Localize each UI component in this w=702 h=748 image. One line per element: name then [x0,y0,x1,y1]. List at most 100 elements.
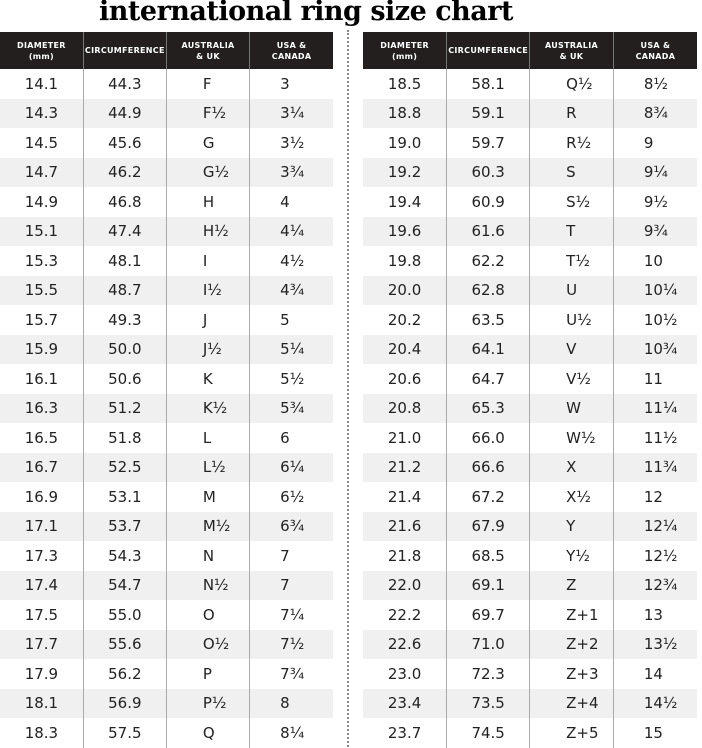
table-row: 15.1 47.4 H½ 4¼ [0,216,333,246]
table-row: 18.3 57.5 Q 8¼ [0,718,333,748]
table-cell: 10 [612,246,697,276]
table-cell: O½ [165,629,250,659]
table-cell: 21.0 [387,428,422,447]
table-cell: 22.6 [363,629,447,659]
table-cell: 10¾ [612,334,697,364]
table-cell: 45.6 [82,128,167,158]
table-cell: 64.7 [446,364,530,394]
table-cell: 19.0 [387,133,422,152]
table-cell: 12¼ [612,511,697,541]
table-cell: Z+1 [529,600,614,630]
table-cell: 62.8 [446,275,530,305]
table-cell: 73.5 [446,688,530,718]
table-cell: 9¼ [612,157,697,187]
table-cell: 14 [612,659,697,689]
table-row: 15.7 49.3 J 5 [0,305,333,335]
table-row: 14.9 46.8 H 4 [0,187,333,217]
table-cell: Z+5 [529,718,614,748]
table-cell: 69.1 [446,570,530,600]
table-row: 23.0 72.3 Z+3 14 [363,659,697,689]
header-row: DIAMETER (mm) CIRCUMFERENCE AUSTRALIA & UK US… [363,32,697,69]
ring-size-table-left: DIAMETER (mm) CIRCUMFERENCE AUSTRALIA & UK US… [0,32,333,748]
table-row: 19.4 60.9 S½ 9½ [363,187,697,217]
table-cell: Q [165,718,250,748]
table-cell: 23.7 [387,723,422,742]
table-cell: 56.2 [82,659,167,689]
table-cell: G½ [165,157,250,187]
table-cell: 14.5 [24,133,59,152]
table-cell: 57.5 [82,718,167,748]
table-cell: 12½ [612,541,697,571]
page-title: international ring size chart [99,0,513,27]
table-row: 16.1 50.6 K 5½ [0,364,333,394]
table-cell: 56.9 [82,688,167,718]
table-row: 14.5 45.6 G 3½ [0,128,333,158]
table-cell: 10½ [612,305,697,335]
column-header: AUSTRALIA & UK [529,32,614,69]
table-cell: 18.3 [24,723,59,742]
table-cell: 3 [249,69,333,99]
table-cell: S½ [529,187,614,217]
table-cell: 15 [612,718,697,748]
column-header: DIAMETER (mm) [0,32,84,69]
table-cell: F [165,69,250,99]
table-cell: L½ [165,452,250,482]
table-row: 18.8 59.1 R 8¾ [363,98,697,128]
table-cell: 20.2 [387,310,422,329]
table-cell: 55.0 [82,600,167,630]
column-header: AUSTRALIA & UK [165,32,250,69]
table-row: 21.0 66.0 W½ 11½ [363,423,697,453]
table-row: 22.0 69.1 Z 12¾ [363,570,697,600]
table-cell: 7½ [249,629,333,659]
table-cell: 12¾ [612,570,697,600]
table-cell: 18.1 [0,688,84,718]
table-cell: 4½ [249,246,333,276]
table-cell: 53.1 [82,482,167,512]
table-cell: 18.5 [387,74,422,93]
table-cell: 11½ [612,423,697,453]
table-cell: I½ [165,275,250,305]
column-header: CIRCUMFERENCE [446,32,530,69]
column-header: CIRCUMFERENCE [82,32,167,69]
table-cell: 9 [612,128,697,158]
table-cell: 20.8 [363,393,447,423]
table-row: 21.6 67.9 Y 12¼ [363,511,697,541]
table-cell: N½ [165,570,250,600]
table-row: 16.7 52.5 L½ 6¼ [0,452,333,482]
table-cell: 44.9 [82,98,167,128]
table-cell: 55.6 [82,629,167,659]
table-cell: O [165,600,250,630]
table-cell: 6¾ [249,511,333,541]
table-cell: 19.6 [363,216,447,246]
table-cell: L [165,423,250,453]
table-cell: 5¼ [249,334,333,364]
table-cell: P½ [165,688,250,718]
table-cell: M½ [165,511,250,541]
table-cell: 64.1 [446,334,530,364]
table-cell: 8¾ [612,98,697,128]
table-row: 19.6 61.6 T 9¾ [363,216,697,246]
table-cell: 22.0 [363,570,447,600]
table-cell: 68.5 [446,541,530,571]
table-row: 15.9 50.0 J½ 5¼ [0,334,333,364]
table-cell: 17.3 [24,546,59,565]
table-cell: P [165,659,250,689]
table-cell: 65.3 [446,393,530,423]
table-cell: 71.0 [446,629,530,659]
table-cell: 17.7 [0,629,84,659]
table-cell: 6½ [249,482,333,512]
table-cell: 14.3 [0,98,84,128]
table-cell: 16.5 [24,428,59,447]
table-row: 20.2 63.5 U½ 10½ [363,305,697,335]
table-cell: 15.3 [24,251,59,270]
table-cell: 66.6 [446,452,530,482]
table-cell: K½ [165,393,250,423]
table-cell: 16.7 [0,452,84,482]
table-cell: 62.2 [446,246,530,276]
table-cell: 5¾ [249,393,333,423]
table-cell: 23.4 [363,688,447,718]
table-row: 15.5 48.7 I½ 4¾ [0,275,333,305]
table-cell: 10¼ [612,275,697,305]
table-cell: 15.9 [0,334,84,364]
table-cell: 13 [612,600,697,630]
